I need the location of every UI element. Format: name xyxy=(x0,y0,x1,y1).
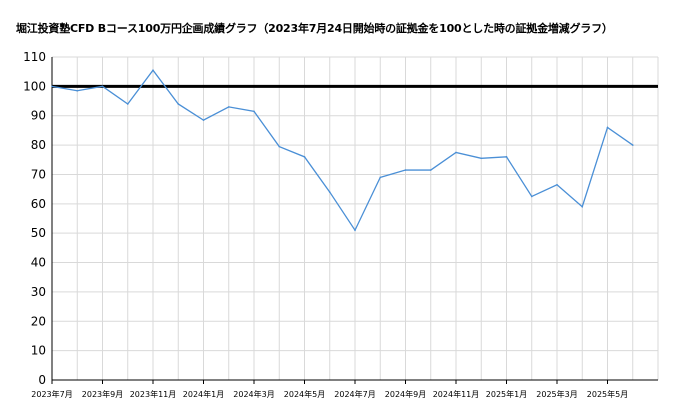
data-point xyxy=(631,144,634,146)
y-tick-label: 80 xyxy=(31,138,46,152)
y-tick-label: 100 xyxy=(23,79,46,93)
y-tick-label: 20 xyxy=(31,314,46,328)
x-tick-label: 2025年5月 xyxy=(587,389,628,399)
x-tick-label: 2023年7月 xyxy=(31,389,72,399)
data-point xyxy=(51,85,53,88)
grid xyxy=(51,56,659,380)
data-point xyxy=(530,195,533,198)
series-line xyxy=(51,69,634,232)
data-point xyxy=(480,157,483,160)
data-point xyxy=(429,169,432,171)
data-point xyxy=(556,183,558,186)
data-point xyxy=(379,176,382,179)
data-point xyxy=(227,106,230,108)
data-point xyxy=(505,156,508,158)
data-point xyxy=(455,151,457,154)
data-point xyxy=(152,69,154,72)
data-point xyxy=(177,103,180,105)
x-tick-label: 2024年7月 xyxy=(334,389,375,399)
x-tick-labels: 2023年7月 2023年9月 2023年11月 2024年1月 2024年3月 2024… xyxy=(31,389,628,399)
x-tick-label: 2023年11月 xyxy=(130,389,177,399)
data-point xyxy=(581,205,584,208)
x-tick-label: 2025年3月 xyxy=(536,389,577,399)
y-tick-label: 70 xyxy=(31,167,46,181)
data-point xyxy=(303,156,306,158)
y-tick-label: 0 xyxy=(38,373,46,387)
chart-title: 堀江投資塾CFD Bコース100万円企画成績グラフ（2023年7月24日開始時の… xyxy=(16,22,613,35)
y-tick-label: 50 xyxy=(31,226,46,240)
y-tick-label: 60 xyxy=(31,197,46,211)
axes xyxy=(51,57,658,384)
data-point xyxy=(328,191,331,193)
x-tick-label: 2024年11月 xyxy=(433,389,480,399)
x-tick-label: 2024年5月 xyxy=(284,389,325,399)
data-point xyxy=(126,103,129,105)
y-tick-label: 40 xyxy=(31,256,46,270)
x-tick-label: 2025年1月 xyxy=(486,389,527,399)
x-tick-label: 2024年9月 xyxy=(385,389,426,399)
x-tick-label: 2023年9月 xyxy=(82,389,123,399)
data-point xyxy=(101,85,104,88)
y-tick-labels: 0 10 20 30 40 50 60 70 80 90 100 110 xyxy=(23,50,46,387)
y-tick-label: 110 xyxy=(23,50,46,64)
y-tick-label: 90 xyxy=(31,109,46,123)
series xyxy=(51,69,634,232)
data-point xyxy=(202,119,205,121)
data-point xyxy=(354,229,356,232)
x-tick-label: 2024年3月 xyxy=(233,389,274,399)
data-point xyxy=(76,89,79,92)
data-point xyxy=(278,145,281,148)
x-tick-label: 2024年1月 xyxy=(183,389,224,399)
y-tick-label: 10 xyxy=(31,344,46,358)
data-point xyxy=(606,126,609,129)
data-point xyxy=(253,110,255,113)
data-point xyxy=(404,169,407,171)
y-tick-label: 30 xyxy=(31,285,46,299)
